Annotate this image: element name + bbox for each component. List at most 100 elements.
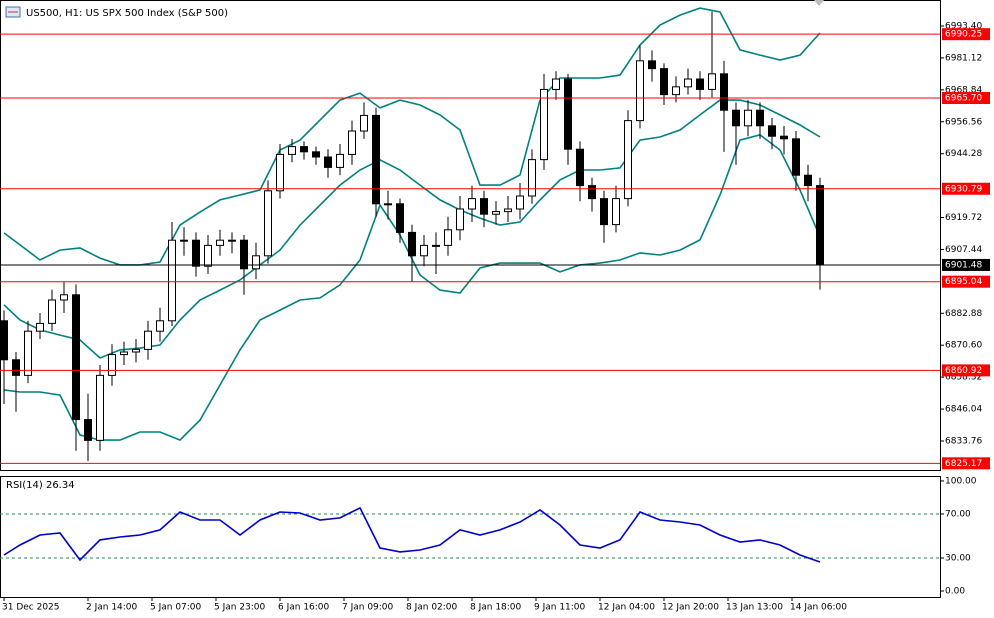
candle-body (144, 330, 152, 350)
level-tag (942, 275, 990, 288)
candle-body (780, 135, 788, 140)
candle-body (84, 419, 92, 441)
candle-body (468, 198, 476, 210)
x-tick-label: 12 Jan 20:00 (662, 603, 719, 613)
x-tick-label: 12 Jan 04:00 (598, 603, 655, 613)
candle-body (504, 208, 512, 213)
x-tick-label: 8 Jan 02:00 (406, 603, 458, 613)
level-label: 6990.25 (945, 30, 982, 40)
bollinger-middle (3, 99, 821, 359)
main-frame (0, 0, 941, 471)
candle-body (744, 109, 752, 127)
candle-body (252, 255, 260, 270)
candle-body (108, 354, 116, 376)
y-tick-label: 6968.84 (945, 85, 982, 95)
candle-body (120, 351, 128, 356)
level-tag (942, 92, 990, 105)
y-tick-label: 0.00 (945, 587, 965, 597)
candle-body (240, 239, 248, 270)
candle-body (492, 211, 500, 215)
candle-body (708, 73, 716, 90)
x-tick-label: 31 Dec 2025 (2, 603, 60, 613)
candle-body (360, 114, 368, 132)
current-price-label: 6901.48 (945, 260, 982, 270)
candle-body (12, 359, 20, 376)
candle-body (768, 125, 776, 137)
x-tick-label: 6 Jan 16:00 (278, 603, 330, 613)
x-tick-label: 2 Jan 14:00 (86, 603, 138, 613)
level-label: 6860.92 (945, 366, 982, 376)
y-tick-label: 100.00 (945, 476, 977, 486)
rsi-frame (0, 476, 941, 598)
candle-body (48, 299, 56, 324)
candle-body (516, 195, 524, 210)
y-tick-label: 70.00 (945, 509, 971, 519)
y-tick-label: 6944.28 (945, 149, 982, 159)
candle-body (276, 153, 284, 192)
candle-body (300, 146, 308, 153)
candle-body (576, 148, 584, 187)
candle-body (528, 159, 536, 197)
candle-body (696, 78, 704, 90)
y-tick-label: 6833.76 (945, 436, 982, 446)
candle-body (444, 229, 452, 246)
candle-body (396, 203, 404, 233)
candle-body (384, 203, 392, 206)
x-tick-label: 5 Jan 07:00 (150, 603, 202, 613)
candle-body (348, 130, 356, 155)
candle-body (648, 60, 656, 70)
candle-body (228, 239, 236, 242)
x-tick-label: 7 Jan 09:00 (342, 603, 394, 613)
candle-body (204, 244, 212, 267)
candle-body (756, 109, 764, 127)
candle-body (804, 174, 812, 187)
candle-body (732, 109, 740, 127)
candle-body (96, 374, 104, 441)
y-tick-label: 6981.12 (945, 53, 982, 63)
candle-body (60, 294, 68, 301)
candle-body (264, 190, 272, 257)
y-tick-label: 6846.04 (945, 405, 982, 415)
candle-body (156, 320, 164, 332)
rsi-title: RSI(14) 26.34 (6, 480, 75, 491)
candle-body (720, 73, 728, 111)
candle-body (564, 78, 572, 150)
y-tick-label: 6993.40 (945, 21, 982, 31)
candle-body (636, 60, 644, 122)
candle-body (600, 198, 608, 226)
candle-body (180, 239, 188, 242)
candle-body (588, 185, 596, 200)
candle-body (312, 151, 320, 158)
candle-body (540, 88, 548, 161)
candle-body (672, 86, 680, 96)
rsi-line (3, 506, 821, 563)
level-label: 6930.79 (945, 184, 982, 194)
candle-body (288, 146, 296, 155)
candle-body (72, 294, 80, 421)
shift-marker (814, 0, 824, 6)
y-tick-label: 6956.56 (945, 117, 982, 127)
y-tick-label: 6882.88 (945, 309, 982, 319)
candle-body (792, 138, 800, 176)
candle-body (624, 120, 632, 200)
candle-body (420, 244, 428, 257)
candle-body (36, 322, 44, 332)
x-tick-label: 8 Jan 18:00 (470, 603, 522, 613)
y-tick-label: 30.00 (945, 553, 971, 563)
candle-body (216, 239, 224, 246)
candle-body (660, 68, 668, 96)
level-tag (942, 457, 990, 470)
candle-body (192, 239, 200, 267)
y-tick-label: 6858.32 (945, 373, 982, 383)
level-label: 6825.17 (945, 459, 982, 469)
y-tick-label: 6870.60 (945, 341, 982, 351)
level-tag (942, 28, 990, 41)
candle-body (552, 78, 560, 90)
level-label: 6895.04 (945, 277, 982, 287)
candle-body (480, 198, 488, 215)
candle-body (816, 185, 824, 266)
x-tick-label: 5 Jan 23:00 (214, 603, 266, 613)
candle-body (0, 320, 8, 361)
candle-body (408, 231, 416, 257)
